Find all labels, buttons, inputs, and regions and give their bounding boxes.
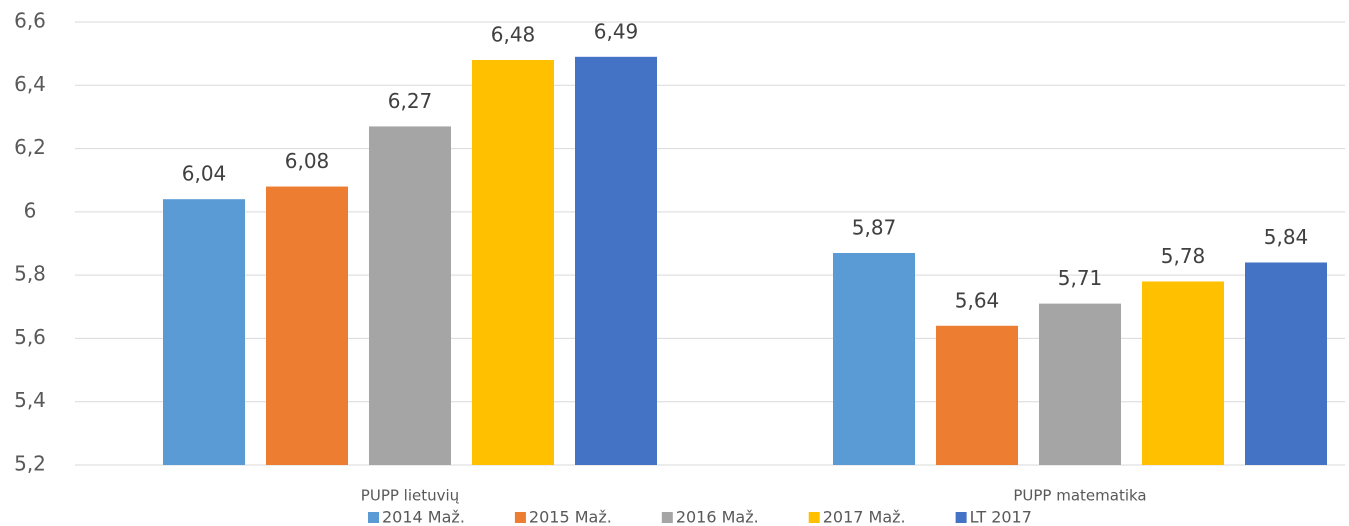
- legend-swatch: [808, 512, 820, 523]
- data-label: 5,87: [852, 215, 897, 239]
- legend-swatch: [514, 512, 526, 523]
- data-label: 6,49: [594, 19, 639, 43]
- bar: [936, 325, 1018, 465]
- legend-swatch: [661, 512, 673, 523]
- data-label: 5,64: [955, 288, 1000, 312]
- y-tick-label: 6,4: [14, 72, 46, 96]
- bar: [1039, 303, 1121, 465]
- legend-label: LT 2017: [970, 508, 1032, 526]
- data-label: 5,84: [1264, 225, 1309, 249]
- data-label: 6,48: [491, 22, 536, 46]
- data-label: 5,71: [1058, 266, 1103, 290]
- bar: [369, 126, 451, 466]
- legend-label: 2016 Maž.: [676, 508, 759, 526]
- data-label: 6,08: [285, 149, 330, 173]
- bar: [163, 199, 245, 465]
- data-label: 6,04: [182, 162, 227, 186]
- bar: [575, 56, 657, 466]
- x-tick-label: PUPP lietuvių: [361, 487, 460, 505]
- x-tick-label: PUPP matematika: [1013, 487, 1146, 505]
- legend-label: 2014 Maž.: [382, 508, 465, 526]
- bar: [833, 252, 915, 465]
- legend-swatch: [368, 512, 379, 523]
- data-label: 5,78: [1161, 244, 1206, 268]
- bar: [1142, 281, 1224, 465]
- y-tick-label: 6,6: [14, 9, 46, 33]
- bar: [266, 186, 348, 466]
- bar: [472, 59, 554, 465]
- y-tick-label: 5,6: [14, 325, 46, 349]
- bar: [1245, 262, 1327, 465]
- legend-label: 2015 Maž.: [529, 508, 612, 526]
- y-tick-label: 6: [24, 198, 37, 222]
- y-tick-label: 5,8: [14, 262, 46, 286]
- y-tick-label: 5,2: [14, 452, 46, 476]
- y-tick-label: 5,4: [14, 388, 46, 412]
- legend-label: 2017 Maž.: [823, 508, 906, 526]
- y-tick-label: 6,2: [14, 135, 46, 159]
- legend-swatch: [955, 512, 967, 523]
- data-label: 6,27: [388, 89, 433, 113]
